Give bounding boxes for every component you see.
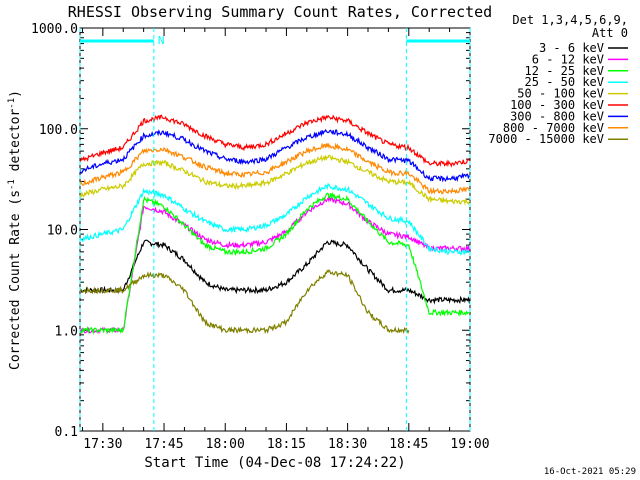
y-axis-label: Corrected Count Rate (s-1 detector-1) (7, 90, 23, 370)
legend-label: 100 - 300 keV (510, 98, 604, 112)
legend-header-line-2: Att 0 (592, 26, 628, 40)
x-axis: 17:30 17:45 18:00 18:15 18:30 18:45 19:00 (81, 28, 490, 452)
flag-marker-label: N (158, 34, 165, 47)
series-line-3 (79, 182, 470, 256)
plot-frame (79, 27, 471, 432)
series-line-8 (79, 269, 410, 335)
series-line-5 (79, 114, 471, 168)
legend-label: 50 - 100 keV (517, 87, 604, 101)
legend-header-line-1: Det 1,3,4,5,6,9, (512, 13, 628, 27)
x-tick-label: 18:15 (267, 437, 306, 452)
series-line-6 (79, 128, 471, 183)
legend-label: 7000 - 15000 keV (488, 132, 604, 146)
series-line-1 (79, 195, 471, 335)
x-tick-label: 17:30 (83, 437, 122, 452)
y-tick-label: 0.1 (55, 425, 78, 440)
legend-label: 800 - 7000 keV (503, 121, 604, 135)
series-layer (79, 114, 471, 335)
x-tick-label: 18:00 (206, 437, 245, 452)
chart-title: RHESSI Observing Summary Count Rates, Co… (68, 3, 492, 21)
series-line-2 (79, 191, 470, 335)
x-axis-label: Start Time (04-Dec-08 17:24:22) (144, 455, 405, 471)
series-line-0 (79, 239, 471, 305)
x-tick-label: 17:45 (144, 437, 183, 452)
series-line-4 (79, 154, 471, 206)
legend-label: 12 - 25 keV (525, 64, 604, 78)
x-tick-label: 19:00 (450, 437, 489, 452)
y-tick-label: 1.0 (55, 324, 78, 339)
x-tick-label: 18:45 (389, 437, 428, 452)
footer-timestamp: 16-Oct-2021 05:29 (544, 467, 636, 477)
y-tick-label: 10.0 (47, 224, 78, 239)
legend-label: 25 - 50 keV (525, 75, 604, 89)
series-line-7 (79, 142, 471, 195)
y-axis: 1000.0 100.0 10.0 1.0 0.1 (31, 22, 470, 440)
annotation-layer: N (79, 28, 471, 431)
legend-label: 3 - 6 keV (539, 41, 604, 55)
legend-label: 300 - 800 keV (510, 109, 604, 123)
legend-label: 6 - 12 keV (532, 52, 604, 66)
x-tick-label: 18:30 (328, 437, 367, 452)
y-tick-label: 100.0 (39, 123, 78, 138)
y-tick-label: 1000.0 (31, 22, 78, 37)
